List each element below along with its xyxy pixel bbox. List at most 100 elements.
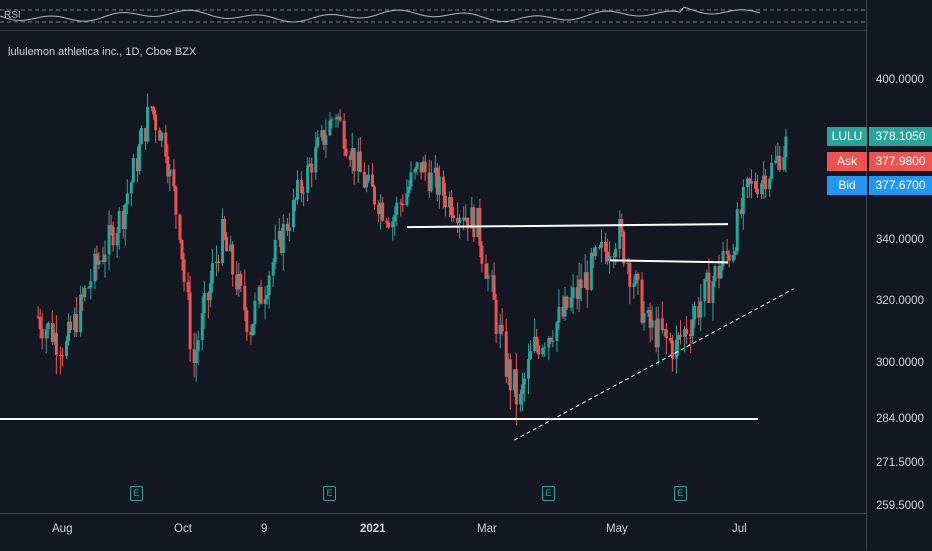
candle-body bbox=[448, 197, 452, 208]
candle-body bbox=[225, 237, 229, 252]
candle-body bbox=[243, 285, 247, 311]
candle-body bbox=[267, 275, 271, 296]
candle-body bbox=[591, 252, 595, 257]
candle-body bbox=[180, 240, 184, 260]
candle-body bbox=[229, 244, 233, 252]
candle-body bbox=[464, 217, 468, 221]
candle-body bbox=[443, 195, 447, 208]
candle-body bbox=[52, 332, 56, 342]
y-tick-340: 340.0000 bbox=[876, 234, 924, 246]
candle-body bbox=[314, 146, 318, 173]
candle-body bbox=[435, 167, 439, 195]
candle-body bbox=[642, 313, 646, 323]
candle-body bbox=[749, 180, 753, 184]
candle-body bbox=[393, 214, 397, 222]
candle-body bbox=[784, 136, 788, 158]
candle-body bbox=[129, 182, 133, 194]
candle-body bbox=[480, 245, 484, 264]
candle-body bbox=[735, 209, 739, 252]
candle-body bbox=[636, 273, 640, 280]
tag-bid-value: 377.6700 bbox=[869, 176, 932, 195]
candle-body bbox=[186, 281, 190, 293]
candle-body bbox=[668, 338, 672, 341]
candle-body bbox=[168, 169, 172, 177]
candle-body bbox=[506, 359, 510, 377]
candle-body bbox=[685, 329, 689, 335]
candle-body bbox=[131, 157, 135, 183]
candle-body bbox=[210, 263, 214, 284]
candle-body bbox=[348, 155, 352, 160]
earnings-marker-2[interactable]: E bbox=[323, 486, 336, 501]
candle-body bbox=[535, 336, 539, 346]
candle-body bbox=[547, 337, 551, 348]
candle-body bbox=[253, 300, 257, 325]
candle-body bbox=[533, 336, 537, 352]
candle-body bbox=[69, 321, 73, 331]
candle-body bbox=[599, 242, 603, 248]
candle-body bbox=[328, 120, 332, 136]
candle-body bbox=[512, 369, 516, 391]
candle-body bbox=[237, 273, 241, 290]
candle-body bbox=[650, 320, 654, 328]
candle-body bbox=[739, 209, 743, 215]
candle-body bbox=[338, 116, 342, 121]
candle-body bbox=[575, 287, 579, 299]
candle-body bbox=[79, 294, 83, 333]
candle-body bbox=[727, 254, 731, 261]
candle-body bbox=[83, 287, 87, 298]
candle-body bbox=[322, 130, 326, 145]
candle-body bbox=[381, 202, 385, 221]
candle-body bbox=[725, 250, 729, 255]
candle-body bbox=[192, 349, 196, 364]
candle-body bbox=[466, 217, 470, 229]
candle-body bbox=[676, 335, 680, 340]
candle-body bbox=[65, 341, 69, 356]
candle-body bbox=[565, 296, 569, 308]
rsi-line bbox=[0, 6, 761, 23]
earnings-marker-3[interactable]: E bbox=[542, 486, 555, 501]
candle-body bbox=[146, 106, 150, 142]
earnings-marker-1[interactable]: E bbox=[130, 486, 143, 501]
candle-body bbox=[223, 218, 227, 238]
price-axis[interactable] bbox=[866, 0, 932, 550]
candle-body bbox=[93, 253, 97, 282]
y-tick-284: 284.0000 bbox=[876, 413, 924, 425]
candle-body bbox=[450, 197, 454, 216]
candle-body bbox=[399, 202, 403, 204]
candle-body bbox=[626, 262, 630, 264]
candle-body bbox=[405, 193, 409, 206]
candle-body bbox=[597, 247, 601, 249]
candle-body bbox=[606, 251, 610, 262]
x-tick-9: 9 bbox=[261, 523, 268, 535]
candle-body bbox=[628, 262, 632, 287]
candle-body bbox=[648, 310, 652, 328]
candle-body bbox=[44, 329, 48, 339]
candle-body bbox=[571, 287, 575, 298]
earnings-marker-4[interactable]: E bbox=[674, 486, 687, 501]
candle-body bbox=[334, 118, 338, 120]
candle-body bbox=[778, 155, 782, 170]
candle-body bbox=[206, 292, 210, 301]
candle-body bbox=[158, 130, 162, 141]
x-tick-oct: Oct bbox=[174, 523, 192, 535]
tag-ask-name: Ask bbox=[827, 152, 867, 171]
candle-body bbox=[492, 275, 496, 300]
time-axis[interactable] bbox=[0, 513, 866, 551]
candle-body bbox=[324, 135, 328, 145]
candle-body bbox=[287, 227, 291, 231]
rsi-label: RSI bbox=[4, 10, 21, 21]
candle-body bbox=[660, 318, 664, 331]
x-tick-aug: Aug bbox=[52, 523, 73, 535]
candle-body bbox=[697, 306, 701, 318]
candle-body bbox=[344, 148, 348, 156]
y-tick-400: 400.0000 bbox=[876, 74, 924, 86]
candle-body bbox=[498, 324, 502, 334]
candle-body bbox=[379, 202, 383, 215]
candle-body bbox=[352, 148, 356, 172]
candle-body bbox=[612, 256, 616, 258]
candle-body bbox=[409, 172, 413, 187]
rsi-pane: RSI bbox=[0, 0, 866, 31]
candle-body bbox=[277, 231, 281, 240]
candle-body bbox=[401, 203, 405, 206]
